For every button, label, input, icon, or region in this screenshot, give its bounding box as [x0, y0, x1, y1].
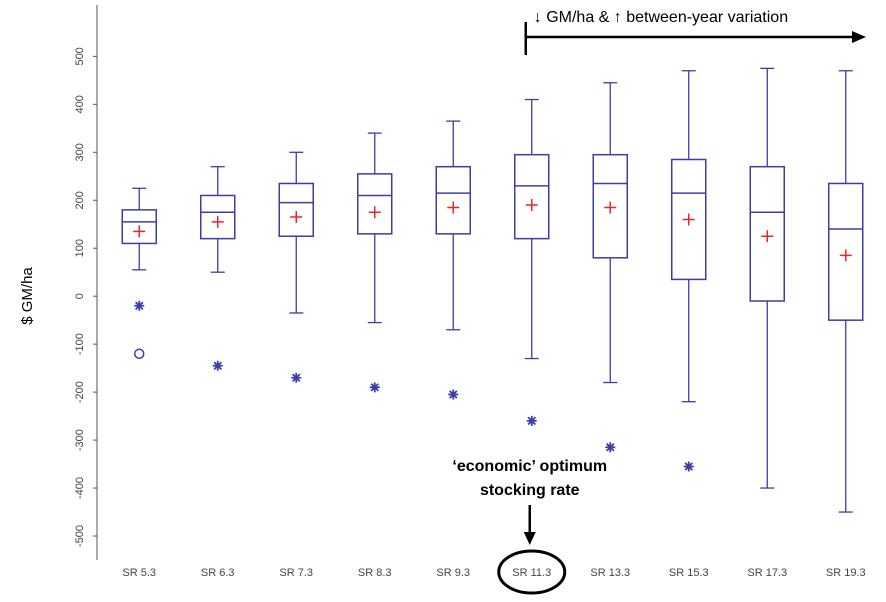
mean-marker [368, 206, 381, 219]
y-tick-label: 0 [74, 293, 86, 299]
x-tick-label: SR 5.3 [122, 567, 156, 579]
box [278, 182, 314, 237]
mean-marker [525, 199, 538, 212]
x-tick-label: SR 6.3 [201, 567, 235, 579]
y-tick-label: -300 [74, 429, 86, 451]
mean-marker [839, 249, 852, 262]
outlier [683, 461, 694, 472]
trend-arrowhead [852, 31, 866, 43]
x-tick-label: SR 13.3 [590, 567, 630, 579]
mean-marker [682, 213, 695, 226]
optimum-arrowhead [523, 532, 536, 545]
optimum-annotation: stocking rate [480, 482, 580, 499]
x-tick-label: SR 19.3 [826, 567, 866, 579]
y-tick-label: 100 [74, 239, 86, 257]
outlier [291, 372, 302, 383]
x-tick-label: SR 11.3 [512, 567, 551, 579]
mean-marker [211, 215, 224, 228]
outlier [212, 360, 223, 371]
optimum-highlight [497, 549, 567, 595]
outlier [526, 415, 537, 426]
outlier [134, 348, 145, 359]
outlier [448, 389, 459, 400]
y-tick-label: -500 [74, 525, 86, 547]
y-tick-label: -100 [74, 333, 86, 355]
outlier [605, 442, 616, 453]
outlier [369, 382, 380, 393]
mean-marker [447, 201, 460, 214]
mean-marker [604, 201, 617, 214]
y-tick-label: 400 [74, 95, 86, 113]
y-tick-label: -400 [74, 477, 86, 499]
box [435, 165, 471, 235]
outlier [134, 300, 145, 311]
mean-marker [133, 225, 146, 238]
y-tick-label: -200 [74, 381, 86, 403]
x-tick-label: SR 7.3 [279, 567, 313, 579]
y-tick-label: 200 [74, 191, 86, 209]
x-tick-label: SR 9.3 [436, 567, 470, 579]
mean-marker [761, 230, 774, 243]
trend-annotation: ↓ GM/ha & ↑ between-year variation [534, 9, 788, 26]
x-tick-label: SR 8.3 [358, 567, 392, 579]
mean-marker [290, 211, 303, 224]
optimum-annotation: ‘economic’ optimum [452, 458, 607, 475]
y-axis-label: $ GM/ha [19, 267, 36, 325]
box [357, 173, 393, 235]
x-tick-label: SR 17.3 [747, 567, 787, 579]
y-tick-label: 500 [74, 47, 86, 65]
box [514, 153, 550, 240]
x-tick-label: SR 15.3 [669, 567, 709, 579]
y-tick-label: 300 [74, 143, 86, 161]
